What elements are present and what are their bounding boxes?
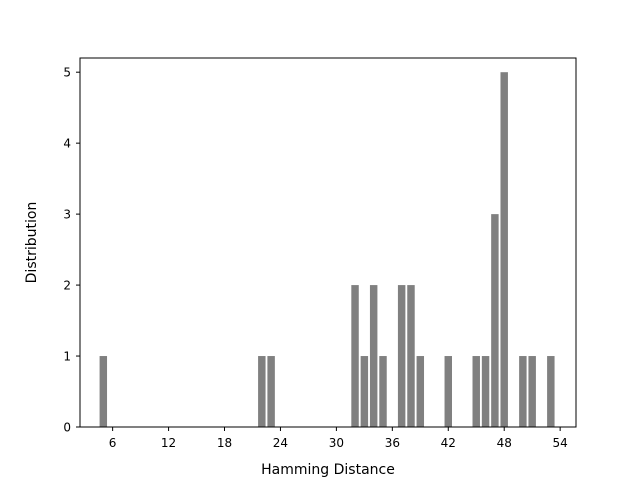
y-tick-label: 5 bbox=[63, 66, 71, 80]
y-axis-label: Distribution bbox=[24, 202, 40, 284]
bar bbox=[99, 356, 108, 427]
bar bbox=[379, 356, 387, 427]
x-tick-label: 30 bbox=[329, 436, 344, 450]
bar bbox=[491, 214, 499, 427]
bar bbox=[481, 356, 490, 427]
bar bbox=[267, 356, 275, 427]
bar bbox=[547, 356, 555, 427]
bar bbox=[369, 285, 378, 427]
bar bbox=[407, 285, 415, 427]
bar bbox=[472, 356, 480, 427]
bar bbox=[351, 285, 359, 427]
x-tick-label: 48 bbox=[497, 436, 512, 450]
x-tick-label: 18 bbox=[217, 436, 232, 450]
x-tick-label: 42 bbox=[441, 436, 456, 450]
bar bbox=[528, 356, 536, 427]
y-tick-label: 0 bbox=[63, 421, 71, 435]
bar bbox=[444, 356, 452, 427]
x-axis-ticks: 6 12 18 24 30 36 42 48 54 bbox=[109, 427, 568, 450]
bars-group bbox=[99, 72, 555, 427]
bar bbox=[397, 285, 406, 427]
y-tick-label: 1 bbox=[63, 350, 71, 364]
plot-area-frame bbox=[79, 57, 577, 428]
y-axis-ticks: 0 1 2 3 4 5 bbox=[63, 66, 80, 435]
bar bbox=[360, 356, 369, 427]
x-tick-label: 24 bbox=[273, 436, 288, 450]
x-tick-label: 6 bbox=[109, 436, 117, 450]
x-tick-label: 54 bbox=[553, 436, 568, 450]
x-tick-label: 36 bbox=[385, 436, 400, 450]
bar bbox=[258, 356, 266, 427]
bar bbox=[416, 356, 425, 427]
bar bbox=[519, 356, 527, 427]
x-axis-label: Hamming Distance bbox=[261, 462, 395, 478]
y-tick-label: 3 bbox=[63, 208, 71, 222]
y-tick-label: 2 bbox=[63, 279, 71, 293]
bar bbox=[500, 72, 508, 427]
x-tick-label: 12 bbox=[161, 436, 176, 450]
y-tick-label: 4 bbox=[63, 137, 71, 151]
